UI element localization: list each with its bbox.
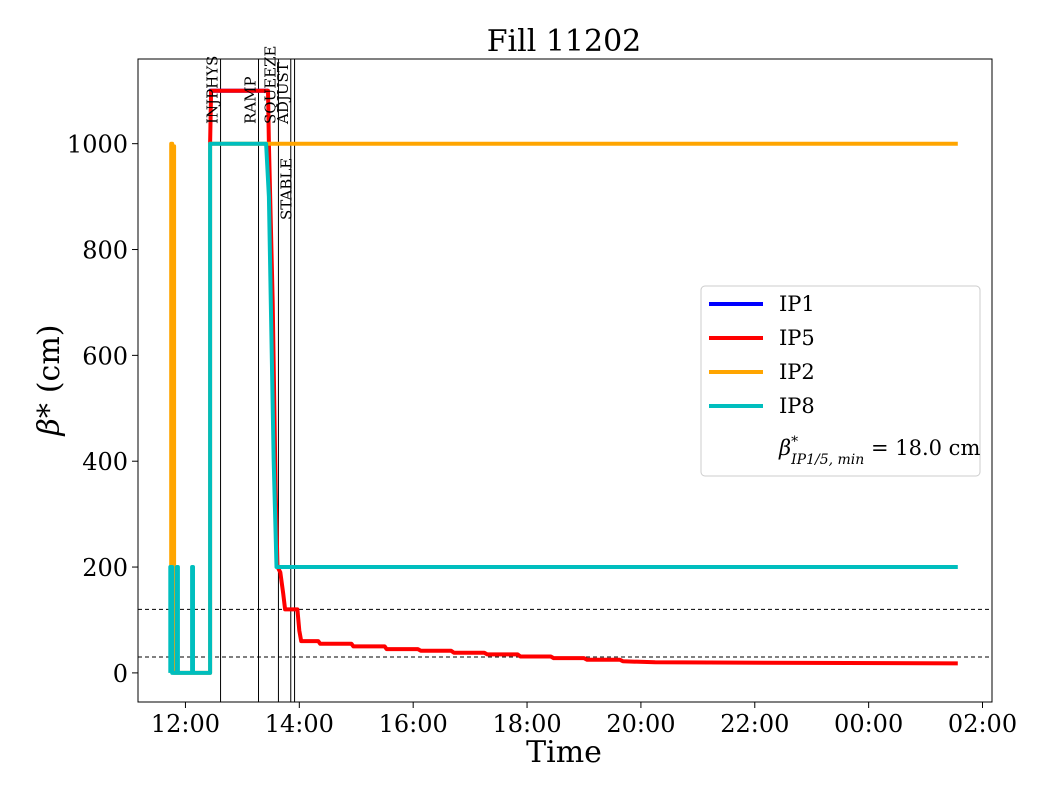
x-axis: 12:00 14:00 16:00 18:00 20:00 22:00 00:00 02:00 [151, 702, 1017, 738]
legend: IP1 IP5 IP2 IP8 β* IP1/5, min = 18.0 cm [700, 285, 981, 477]
legend-min-label: β* IP1/5, min = 18.0 cm [778, 434, 980, 468]
y-axis-unit: (cm) [32, 324, 67, 393]
phase-label: ADJUST [274, 62, 292, 125]
phase-lines [220, 59, 296, 702]
phase-label: INJPHYS [204, 56, 222, 124]
x-tick-label: 18:00 [492, 710, 561, 738]
x-tick-label: 22:00 [720, 710, 789, 738]
y-tick-label: 200 [82, 554, 128, 582]
legend-entry: IP2 [779, 360, 815, 384]
x-tick-label: 02:00 [948, 710, 1017, 738]
y-tick-label: 1000 [67, 131, 128, 159]
legend-entry: IP1 [779, 292, 815, 316]
chart-title: Fill 11202 [487, 24, 642, 59]
x-tick-label: 00:00 [834, 710, 903, 738]
phase-label: SQUEEZE [261, 46, 279, 125]
y-axis-symbol: β* [32, 403, 67, 436]
legend-box [700, 285, 981, 477]
y-axis: 0 200 400 600 800 1000 [67, 131, 138, 688]
y-axis-label: β* (cm) [32, 324, 67, 436]
legend-entry: IP8 [779, 394, 815, 418]
y-tick-label: 600 [82, 342, 128, 370]
y-tick-label: 800 [82, 237, 128, 265]
x-tick-label: 16:00 [379, 710, 448, 738]
plot-frame [137, 58, 993, 703]
y-tick-label: 400 [82, 448, 128, 476]
x-tick-label: 14:00 [265, 710, 334, 738]
y-tick-label: 0 [113, 660, 128, 688]
x-tick-label: 12:00 [151, 710, 220, 738]
x-tick-label: 20:00 [606, 710, 675, 738]
series-line-ip8 [168, 141, 958, 675]
phase-label: STABLE [278, 158, 296, 220]
phase-label: RAMP [242, 76, 260, 124]
series-layer [168, 88, 958, 675]
legend-entry: IP5 [779, 326, 815, 350]
x-axis-label: Time [526, 735, 602, 770]
